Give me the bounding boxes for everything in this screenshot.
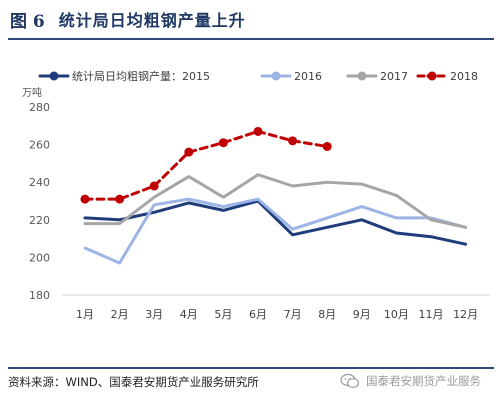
figure-title: 统计局日均粗钢产量上升 (58, 11, 246, 30)
line-chart: 180 200 220 240 260 280 万吨 1月 2月 3月 4月 5月 6月 7月 8月 9月 10… (22, 69, 490, 321)
x-tick-label: 4月 (180, 308, 198, 321)
footer-rule (8, 367, 494, 369)
wechat-icon (340, 373, 360, 388)
series-point (80, 194, 90, 204)
series-point (253, 126, 263, 136)
series-point (115, 194, 125, 204)
y-tick-label: 180 (29, 289, 50, 302)
legend-label: 2017 (380, 70, 408, 83)
legend-marker (357, 71, 367, 81)
x-tick-label: 1月 (76, 308, 94, 321)
x-tick-label: 12月 (453, 308, 478, 321)
x-tick-label: 7月 (284, 308, 302, 321)
legend-label: 2018 (450, 70, 478, 83)
figure-label: 图 6 (10, 11, 45, 32)
legend-marker (49, 71, 59, 81)
x-tick-label: 5月 (214, 308, 232, 321)
series-point (322, 141, 332, 151)
x-tick-label: 8月 (318, 308, 336, 321)
figure-header: 图 6 统计局日均粗钢产量上升 (0, 0, 500, 38)
x-tick-label: 10月 (384, 308, 409, 321)
source-note: 资料来源：WIND、国泰君安期货产业服务研究所 (8, 375, 259, 389)
y-tick-label: 240 (29, 176, 50, 189)
x-tick-label: 2月 (111, 308, 129, 321)
series-point (184, 147, 194, 157)
series-point (288, 136, 298, 146)
header-rule (8, 38, 494, 40)
x-tick-label: 6月 (249, 308, 267, 321)
x-tick-label: 11月 (419, 308, 444, 321)
y-tick-label: 280 (29, 101, 50, 114)
y-tick-label: 220 (29, 214, 50, 227)
x-tick-label: 9月 (353, 308, 371, 321)
series-line (83, 173, 468, 229)
watermark: 国泰君安期货产业服务 (340, 373, 481, 389)
series-point (218, 138, 228, 148)
y-tick-label: 200 (29, 251, 50, 264)
series-line (83, 197, 468, 265)
y-tick-label: 260 (29, 139, 50, 152)
legend-label: 统计局日均粗钢产量：2015 (72, 69, 210, 83)
legend-label: 2016 (294, 70, 322, 83)
series-line (83, 129, 329, 201)
legend-marker (427, 71, 437, 81)
y-axis-unit: 万吨 (22, 86, 42, 99)
series-point (149, 181, 159, 191)
watermark-text: 国泰君安期货产业服务 (366, 374, 481, 388)
x-tick-label: 3月 (145, 308, 163, 321)
legend-marker (271, 71, 281, 81)
